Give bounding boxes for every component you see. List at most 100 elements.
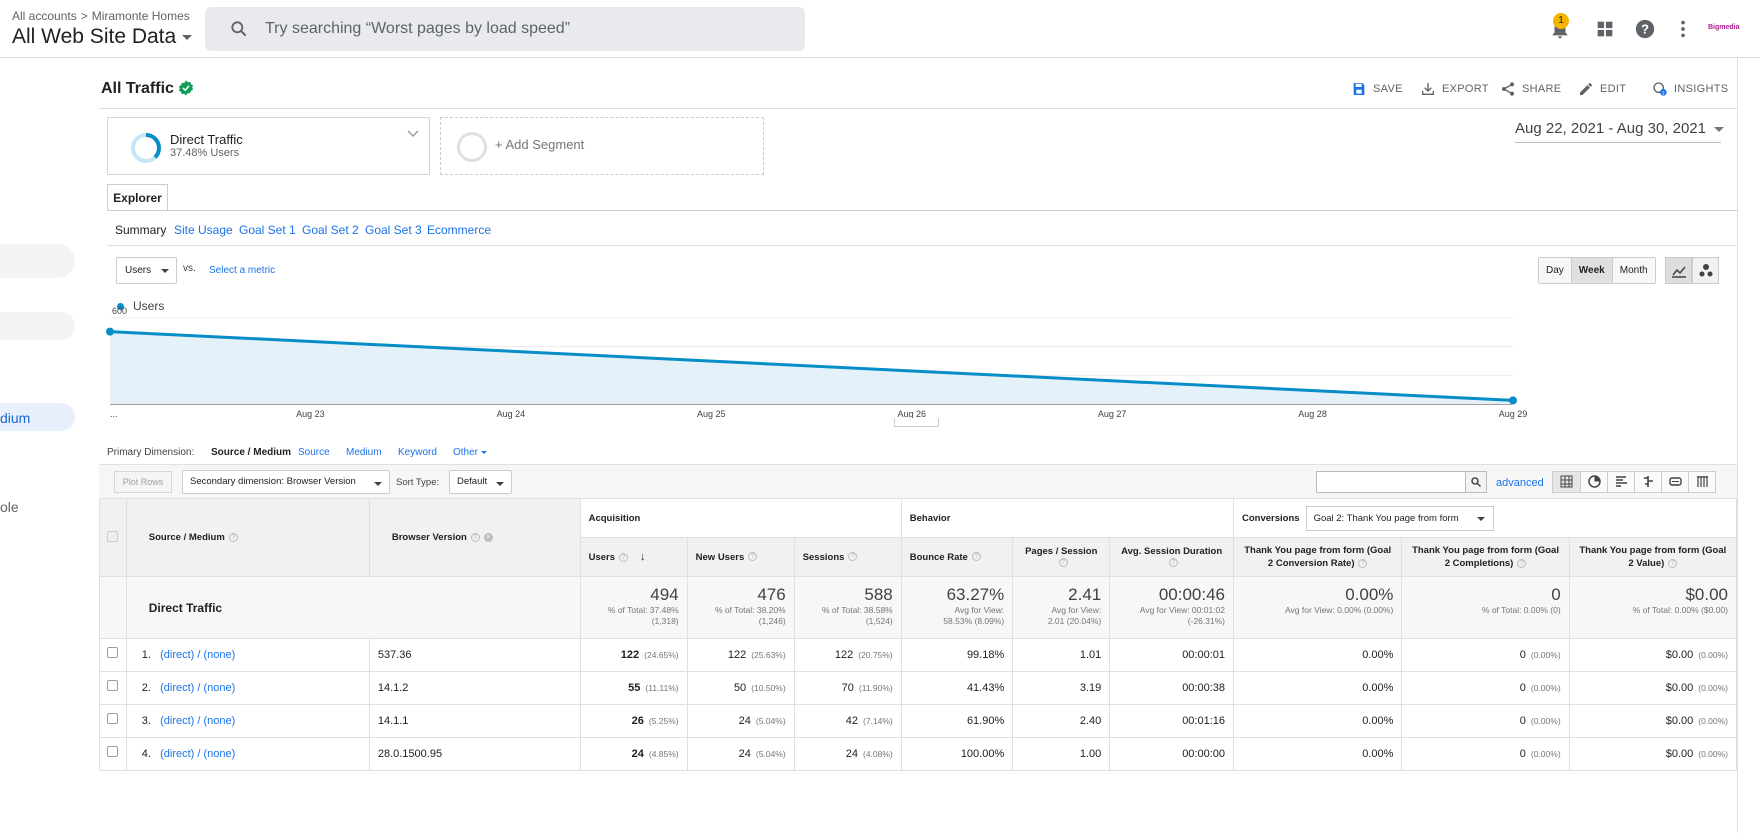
source-medium-link[interactable]: (direct) / (none) <box>160 682 236 694</box>
header-new-users[interactable]: New Users? <box>686 537 795 577</box>
source-medium-link[interactable]: (direct) / (none) <box>160 649 236 661</box>
header-goal2-value[interactable]: Thank You page from form (Goal 2 Value)? <box>1568 537 1738 577</box>
data-point[interactable] <box>1509 396 1517 405</box>
header-pages-session-label: Pages / Session <box>1025 546 1098 557</box>
sort-desc-icon[interactable]: ↓ <box>640 551 646 563</box>
day-button[interactable]: Day <box>1539 258 1571 283</box>
search-box[interactable]: Try searching “Worst pages by load speed… <box>205 7 805 51</box>
table-filter-button[interactable] <box>1465 471 1487 493</box>
header-goal2-conversion-rate[interactable]: Thank You page from form (Goal 2 Convers… <box>1233 537 1403 577</box>
help-icon[interactable]: ? <box>228 532 238 542</box>
add-segment-button[interactable]: + Add Segment <box>440 117 764 175</box>
brand-logo[interactable]: Bigmedia <box>1708 24 1740 31</box>
dimension-medium[interactable]: Medium <box>346 447 382 458</box>
breadcrumb[interactable]: All accounts > Miramonte Homes <box>12 9 190 23</box>
select-all-checkbox[interactable] <box>107 530 119 542</box>
source-medium-link[interactable]: (direct) / (none) <box>160 715 236 727</box>
dimension-other[interactable]: Other <box>453 447 488 458</box>
edit-button[interactable]: EDIT <box>1578 81 1626 97</box>
month-button[interactable]: Month <box>1611 258 1655 283</box>
header-sessions[interactable]: Sessions? <box>793 537 902 577</box>
header-users[interactable]: Users? ↓ <box>579 537 688 577</box>
header-avg-session-duration[interactable]: Avg. Session Duration? <box>1109 537 1235 577</box>
source-medium-link[interactable]: (direct) / (none) <box>160 748 236 760</box>
table-filter-input[interactable] <box>1316 471 1466 493</box>
browser-version: 14.1.1 <box>377 715 409 727</box>
row-checkbox[interactable] <box>107 713 119 724</box>
help-icon[interactable]: ? <box>1358 558 1368 568</box>
week-button[interactable]: Week <box>1570 258 1612 283</box>
term-cloud-button[interactable] <box>1661 472 1688 492</box>
header-pages-session[interactable]: Pages / Session? <box>1012 537 1111 577</box>
comparison-view-button[interactable] <box>1634 472 1661 492</box>
tab-explorer[interactable]: Explorer <box>107 184 168 211</box>
nav-item-placeholder[interactable] <box>0 244 75 278</box>
nav-item-placeholder[interactable] <box>0 312 75 340</box>
data-view-button[interactable] <box>1553 472 1580 492</box>
remove-dimension-icon[interactable]: × <box>483 532 493 542</box>
view-selector[interactable]: All Web Site Data <box>12 25 193 49</box>
help-icon[interactable]: ? <box>1517 558 1527 568</box>
subtab-divider <box>107 245 1737 246</box>
totals-cell: 476% of Total: 38.20% (1,246) <box>686 576 795 639</box>
subtab-summary[interactable]: Summary <box>115 223 167 237</box>
row-checkbox[interactable] <box>107 647 119 658</box>
help-icon[interactable]: ? <box>971 552 981 562</box>
help-icon[interactable]: ? <box>748 552 758 562</box>
subtab-goal-set-2[interactable]: Goal Set 2 <box>302 223 359 237</box>
plot-rows-button[interactable]: Plot Rows <box>114 471 172 493</box>
scrollbar-track[interactable] <box>1737 58 1738 833</box>
help-icon[interactable]: ? <box>1668 558 1678 568</box>
totals-value: 0.00% <box>1345 585 1394 604</box>
advanced-filter-link[interactable]: advanced <box>1496 477 1544 489</box>
date-range-picker[interactable]: Aug 22, 2021 - Aug 30, 2021 <box>1515 120 1724 137</box>
export-button[interactable]: EXPORT <box>1420 81 1489 97</box>
subtab-goal-set-1[interactable]: Goal Set 1 <box>239 223 296 237</box>
sort-type-select[interactable]: Default <box>449 470 512 494</box>
subtab-ecommerce[interactable]: Ecommerce <box>427 223 492 237</box>
row-checkbox[interactable] <box>107 746 119 757</box>
pages-session-value: 2.40 <box>1079 715 1102 727</box>
dimension-source[interactable]: Source <box>298 447 330 458</box>
row-checkbox[interactable] <box>107 680 119 691</box>
secondary-dimension-select[interactable]: Secondary dimension: Browser Version <box>182 470 390 494</box>
select-metric-link[interactable]: Select a metric <box>209 265 276 276</box>
line-chart-button[interactable] <box>1665 257 1692 284</box>
help-icon[interactable]: ? <box>619 552 629 562</box>
header-browser-version[interactable]: Browser Version? × <box>368 498 581 577</box>
save-button[interactable]: SAVE <box>1351 81 1403 97</box>
insights-button[interactable]: 3 INSIGHTS <box>1652 81 1728 97</box>
dimension-source-medium[interactable]: Source / Medium <box>211 447 292 458</box>
goal2-value-cell: $0.00 (0.00%) <box>1568 704 1738 738</box>
chevron-down-icon[interactable] <box>407 130 419 138</box>
apps-grid-icon[interactable] <box>1594 18 1616 40</box>
more-vert-icon[interactable] <box>1672 18 1694 40</box>
segment-card[interactable]: Direct Traffic 37.48% Users <box>107 117 430 175</box>
report-table: Source / Medium? Browser Version? × Acqui… <box>99 498 1738 771</box>
header-bounce-rate[interactable]: Bounce Rate? <box>900 537 1014 577</box>
help-icon[interactable]: ? <box>1058 557 1068 567</box>
header-goal2-completions[interactable]: Thank You page from form (Goal 2 Complet… <box>1401 537 1570 577</box>
header-source-medium[interactable]: Source / Medium? <box>125 498 370 577</box>
breadcrumb-account[interactable]: Miramonte Homes <box>91 9 190 23</box>
help-icon[interactable]: ? <box>1634 18 1656 40</box>
percentage-view-button[interactable] <box>1580 472 1607 492</box>
breadcrumb-root[interactable]: All accounts <box>12 9 77 23</box>
dimension-keyword[interactable]: Keyword <box>398 447 437 458</box>
help-icon[interactable]: ? <box>470 532 480 542</box>
nav-item-source-medium[interactable]: dium <box>0 403 75 431</box>
totals-sub: 2.01 (20.04%) <box>1047 616 1102 626</box>
nav-item-label[interactable]: ole <box>0 499 19 515</box>
subtab-site-usage[interactable]: Site Usage <box>174 223 233 237</box>
help-icon[interactable]: ? <box>848 552 858 562</box>
pivot-view-button[interactable] <box>1688 472 1715 492</box>
metric-select[interactable]: Users <box>116 257 177 284</box>
chart-collapse-toggle[interactable] <box>894 418 939 427</box>
help-icon[interactable]: ? <box>1169 557 1179 567</box>
data-point[interactable] <box>106 327 114 336</box>
subtab-goal-set-3[interactable]: Goal Set 3 <box>365 223 422 237</box>
motion-chart-button[interactable] <box>1692 257 1719 284</box>
performance-view-button[interactable] <box>1607 472 1634 492</box>
goal-select[interactable]: Goal 2: Thank You page from form <box>1305 505 1494 531</box>
share-button[interactable]: SHARE <box>1500 81 1561 97</box>
